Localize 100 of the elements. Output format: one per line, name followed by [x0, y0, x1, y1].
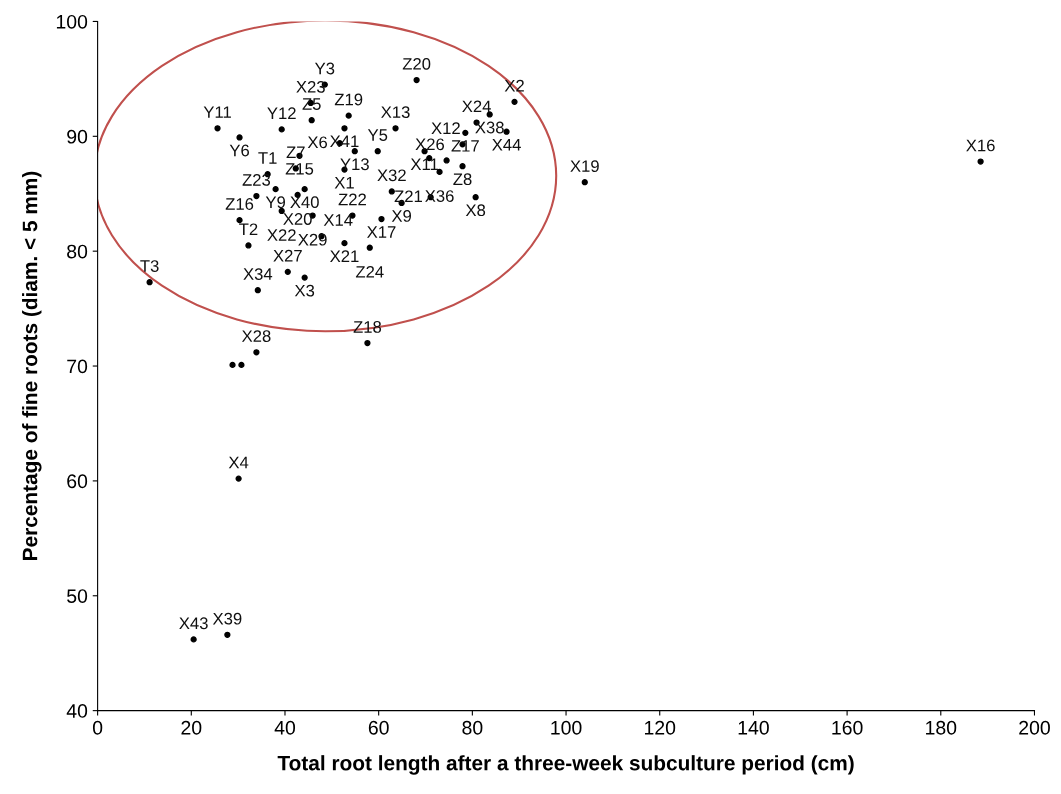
annotation: X20 [283, 213, 312, 225]
annotation: T2 [239, 223, 258, 236]
point [459, 163, 466, 170]
annotation: T1 [258, 152, 277, 164]
point [351, 148, 358, 155]
x-tick-label: 80 [462, 720, 483, 735]
point [301, 186, 308, 193]
x-tick-label: 60 [368, 720, 389, 735]
annotation: Z16 [225, 198, 254, 210]
annotation: Z20 [402, 57, 431, 70]
annotation: T3 [140, 260, 159, 272]
x-tick-label: 200 [1019, 720, 1050, 735]
annotation: X27 [273, 249, 302, 262]
annotation: X24 [462, 100, 491, 113]
annotation: Z23 [242, 173, 271, 186]
annotation: X21 [330, 250, 359, 262]
point [366, 244, 373, 251]
annotation: X14 [323, 214, 353, 226]
y-tick-label: 60 [67, 474, 88, 489]
point [236, 134, 243, 141]
annotation: Z21 [394, 190, 422, 203]
point [413, 76, 420, 84]
annotation: Y13 [340, 158, 369, 171]
annotation: Z5 [302, 98, 321, 110]
point [236, 217, 243, 224]
annotation: X22 [267, 229, 296, 241]
annotation: Z17 [451, 140, 479, 152]
x-tick-label: 140 [738, 720, 769, 735]
y-tick-label: 50 [67, 589, 88, 603]
point [511, 98, 518, 105]
annotation: Y9 [265, 196, 286, 209]
point [214, 125, 221, 132]
annotation: X43 [179, 617, 208, 630]
x-tick-label: 0 [92, 720, 103, 735]
annotation: X23 [296, 80, 325, 93]
point [364, 339, 371, 347]
point [235, 475, 242, 482]
annotation: Y5 [367, 129, 388, 141]
annotation: X26 [415, 138, 445, 151]
x-tick-label: 100 [551, 720, 582, 735]
annotation: X28 [241, 330, 271, 343]
point [341, 240, 348, 247]
point [462, 129, 469, 136]
annotation: Z24 [355, 265, 384, 278]
annotation: Z7 [286, 146, 305, 159]
x-tick-label: 20 [181, 720, 202, 735]
annotation: X11 [410, 158, 438, 170]
annotation: X32 [377, 169, 406, 182]
point [253, 192, 260, 200]
point [245, 242, 252, 249]
x-tick-label: 160 [832, 720, 863, 735]
x-tick-label: 180 [926, 720, 957, 735]
annotation: Z22 [338, 193, 366, 206]
annotation: Y6 [229, 144, 250, 157]
annotation: X38 [475, 121, 504, 134]
point [224, 631, 231, 638]
point [392, 125, 399, 132]
y-tick-label: 100 [56, 14, 88, 29]
point [301, 274, 308, 281]
annotation: X12 [431, 122, 460, 134]
point [253, 349, 260, 356]
annotation: Y12 [267, 107, 296, 120]
x-tick-label: 120 [644, 720, 676, 735]
annotation: X9 [391, 210, 412, 222]
annotation: X39 [212, 612, 242, 625]
annotation: X3 [294, 284, 315, 297]
annotation: Y11 [203, 106, 231, 118]
point [229, 361, 236, 369]
annotation: X41 [330, 135, 359, 148]
annotation: X34 [243, 268, 273, 280]
y-tick-label: 80 [67, 244, 88, 259]
point [278, 126, 285, 133]
annotation: Z15 [285, 163, 314, 175]
y-tick-label: 40 [66, 704, 88, 718]
point [190, 636, 197, 643]
point [374, 148, 381, 155]
point [378, 215, 385, 223]
point [472, 194, 479, 201]
point [308, 117, 315, 124]
point [436, 168, 443, 176]
annotation: X1 [334, 176, 354, 189]
point [238, 361, 245, 369]
annotation: X40 [290, 196, 319, 209]
y-tick-label: 70 [67, 359, 88, 374]
y-axis-title: Percentage of fine roots (diam. < 5 mm) [22, 171, 42, 560]
point [341, 125, 348, 132]
point [443, 157, 450, 164]
annotation: X16 [966, 139, 995, 152]
annotation: X4 [228, 456, 249, 469]
annotation: X19 [570, 160, 599, 173]
point [146, 279, 153, 286]
point [254, 287, 261, 294]
point [345, 112, 352, 119]
point [977, 158, 984, 165]
annotation: Z8 [453, 173, 472, 186]
annotation: X17 [367, 226, 396, 238]
annotation: X13 [381, 106, 410, 119]
point [272, 186, 279, 193]
annotation: X6 [307, 136, 328, 149]
annotation: X44 [492, 139, 521, 151]
